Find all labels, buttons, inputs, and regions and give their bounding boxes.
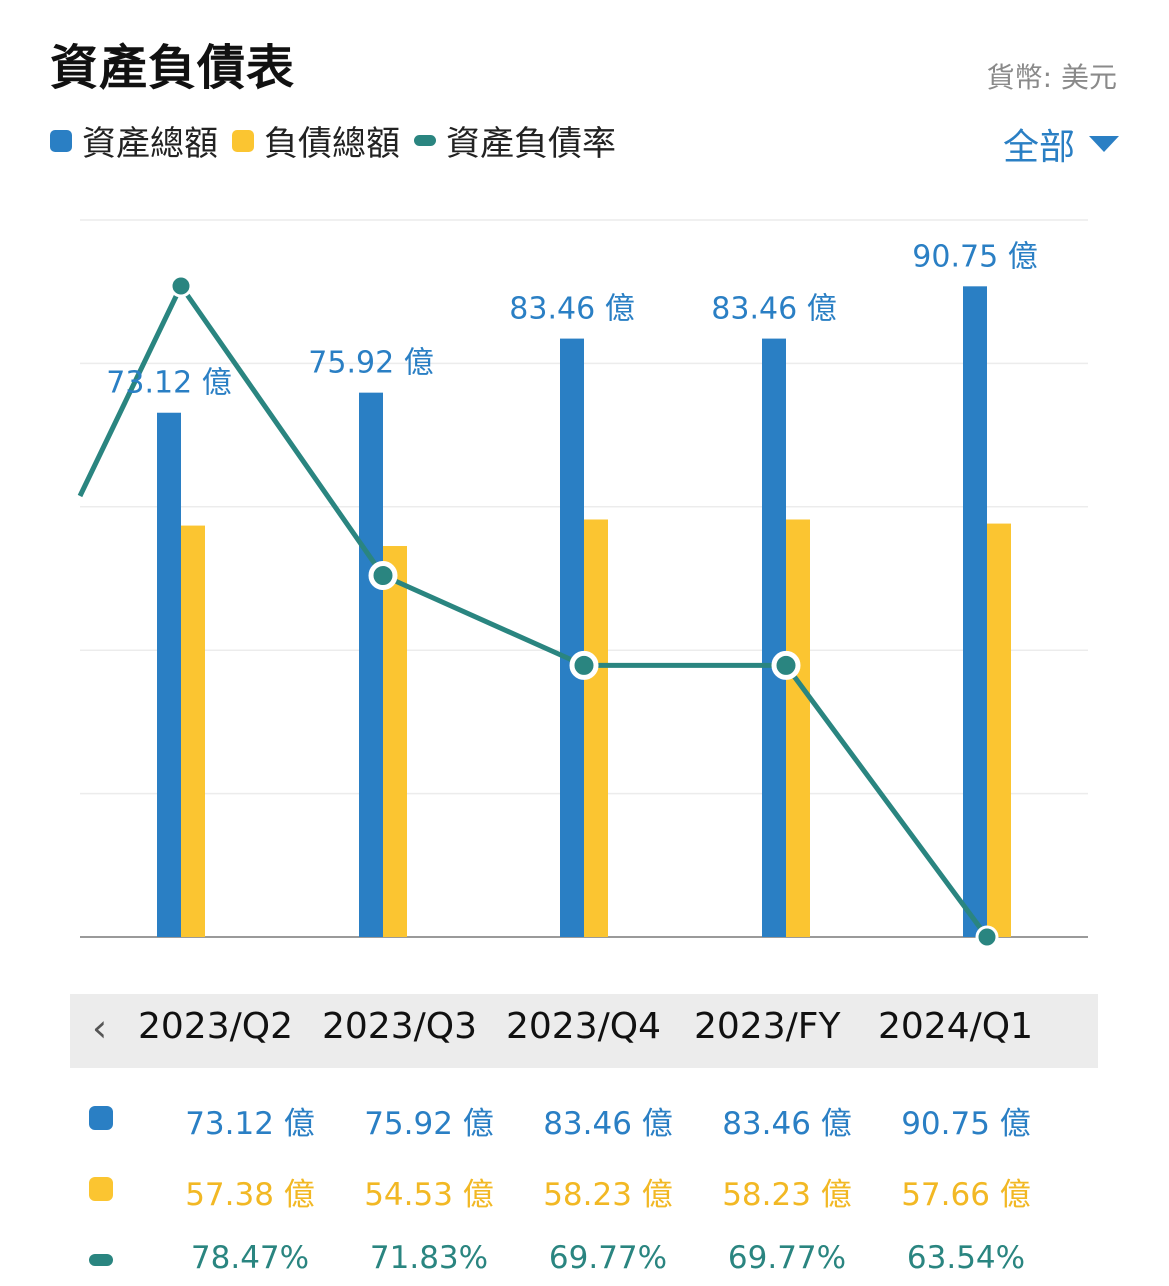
legend-label-liabilities: 負債總額 — [264, 124, 400, 164]
ratio-marker-icon — [89, 1254, 113, 1266]
data-label-assets: 83.46 億 — [509, 292, 634, 327]
bar-liabilities — [584, 519, 608, 937]
bar-liabilities — [383, 546, 407, 937]
legend-label-assets: 資產總額 — [82, 124, 218, 164]
table-row-ratio: 78.47% 71.83% 69.77% 69.77% 63.54% — [0, 1236, 1169, 1286]
period-label[interactable]: 2023/Q3 — [322, 1006, 477, 1047]
currency-label: 貨幣: 美元 — [986, 61, 1117, 94]
table-cell: 54.53 億 — [364, 1177, 494, 1213]
ratio-point — [975, 925, 999, 949]
table-row-assets: 73.12 億 75.92 億 83.46 億 83.46 億 90.75 億 — [0, 1094, 1169, 1144]
table-cell: 71.83% — [369, 1240, 489, 1276]
legend-item-liabilities[interactable]: 負債總額 — [232, 116, 400, 165]
page-title: 資產負債表 — [50, 40, 296, 96]
period-label[interactable]: 2023/Q4 — [506, 1006, 661, 1047]
table-cell: 90.75 億 — [901, 1106, 1031, 1142]
period-filter-dropdown[interactable]: 全部 — [1003, 118, 1119, 170]
table-cell: 73.12 億 — [185, 1106, 315, 1142]
period-label[interactable]: 2024/Q1 — [878, 1006, 1033, 1047]
assets-swatch-icon — [50, 129, 72, 152]
table-cell: 63.54% — [906, 1240, 1026, 1276]
assets-marker-icon — [89, 1106, 113, 1130]
chevron-left-icon[interactable]: ‹ — [92, 1006, 108, 1050]
data-label-assets: 90.75 億 — [912, 239, 1037, 274]
ratio-point — [368, 561, 398, 591]
table-cell: 58.23 億 — [722, 1177, 852, 1213]
filter-label: 全部 — [1002, 127, 1075, 168]
caret-down-icon — [1089, 136, 1119, 152]
table-row-liabilities: 57.38 億 54.53 億 58.23 億 58.23 億 57.66 億 — [0, 1165, 1169, 1215]
period-label[interactable]: 2023/Q2 — [138, 1006, 293, 1047]
liabilities-swatch-icon — [232, 129, 254, 152]
table-cell: 58.23 億 — [543, 1177, 673, 1213]
series-line-ratio — [77, 283, 990, 939]
bar-liabilities — [181, 525, 205, 937]
bar-assets — [359, 392, 383, 938]
legend-label-ratio: 資產負債率 — [446, 124, 616, 164]
ratio-point — [169, 274, 193, 298]
data-label-assets: 75.92 億 — [308, 346, 433, 381]
legend-item-assets[interactable]: 資產總額 — [50, 116, 218, 165]
table-cell: 69.77% — [727, 1240, 847, 1276]
legend-item-ratio[interactable]: 資產負債率 — [414, 116, 616, 165]
bar-liabilities — [786, 519, 810, 937]
balance-sheet-chart: 73.12 億 75.92 億 83.46 億 83.46 億 90.75 億 — [77, 219, 1088, 949]
chart-legend: 資產總額 負債總額 資產負債率 — [50, 116, 630, 165]
bar-assets — [762, 338, 786, 937]
ratio-swatch-icon — [414, 135, 436, 146]
ratio-point — [771, 650, 801, 680]
bar-assets — [963, 286, 987, 937]
bar-assets — [560, 338, 584, 937]
period-selector: ‹ 2023/Q2 2023/Q3 2023/Q4 2023/FY 2024/Q… — [70, 994, 1098, 1068]
liabilities-marker-icon — [89, 1177, 113, 1201]
table-cell: 83.46 億 — [543, 1106, 673, 1142]
ratio-point — [569, 650, 599, 680]
period-label[interactable]: 2023/FY — [694, 1006, 841, 1047]
data-label-assets: 83.46 億 — [711, 292, 836, 327]
bar-assets — [157, 412, 181, 937]
table-cell: 57.38 億 — [185, 1177, 315, 1213]
data-label-assets: 73.12 億 — [106, 366, 231, 401]
table-cell: 57.66 億 — [901, 1177, 1031, 1213]
bar-liabilities — [987, 523, 1011, 937]
table-cell: 78.47% — [190, 1240, 310, 1276]
table-cell: 69.77% — [548, 1240, 668, 1276]
table-cell: 75.92 億 — [364, 1106, 494, 1142]
table-cell: 83.46 億 — [722, 1106, 852, 1142]
